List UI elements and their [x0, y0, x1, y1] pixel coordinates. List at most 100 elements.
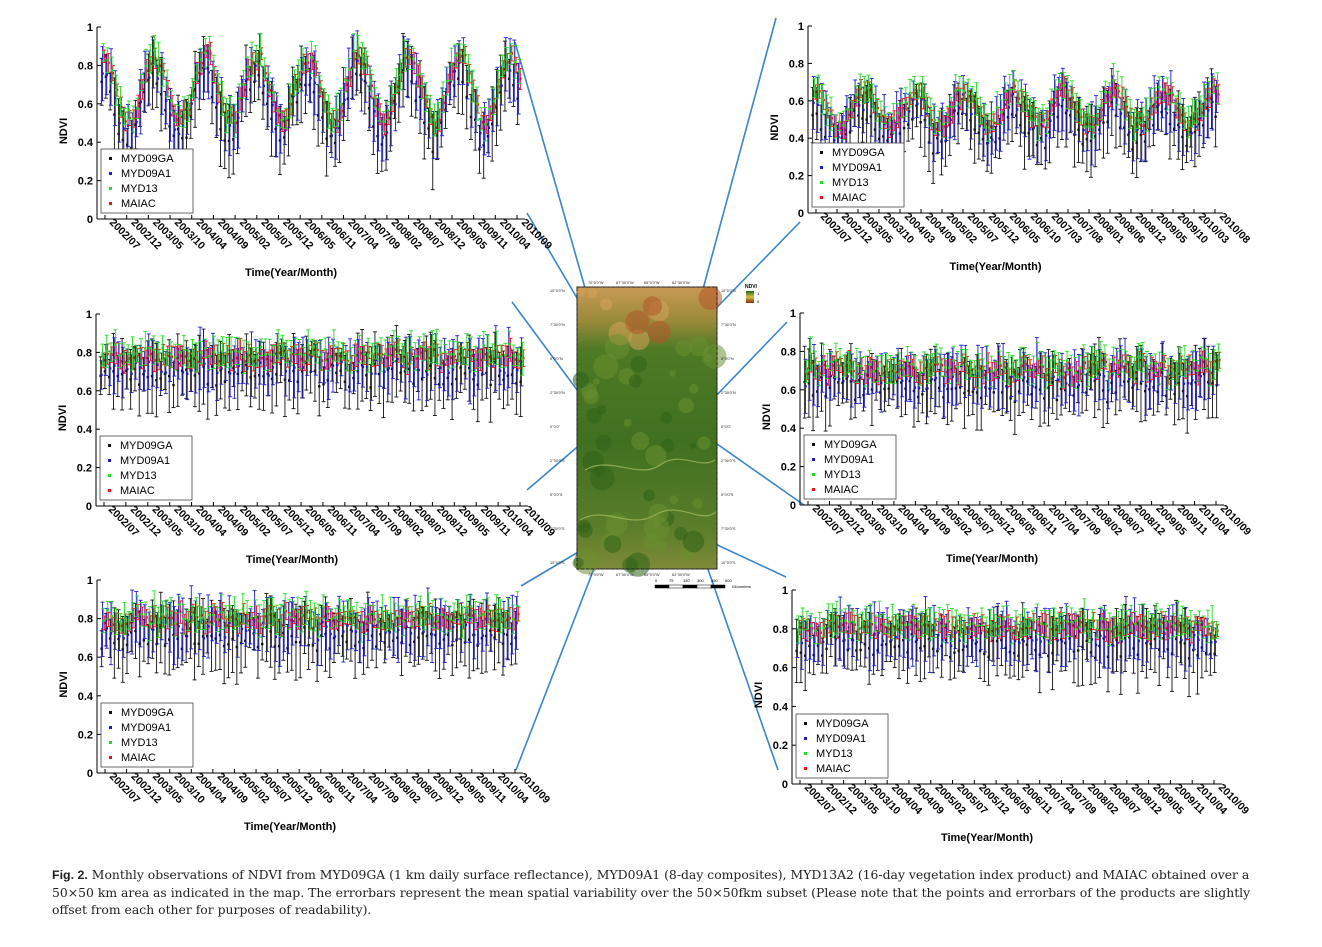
data-point — [155, 378, 158, 382]
data-point — [427, 127, 430, 130]
data-point — [503, 74, 507, 78]
data-point — [1053, 101, 1056, 104]
data-point — [277, 114, 280, 117]
data-point — [204, 347, 207, 350]
data-point — [1100, 108, 1104, 112]
map-texture — [572, 371, 590, 388]
data-point — [1093, 135, 1097, 138]
data-point — [376, 353, 379, 356]
data-point — [435, 134, 439, 137]
data-point — [490, 364, 493, 368]
data-point — [192, 89, 195, 92]
data-point — [135, 352, 138, 355]
data-point — [100, 373, 103, 377]
data-point — [161, 346, 164, 350]
data-point — [1066, 90, 1070, 94]
data-point — [121, 138, 125, 142]
data-point — [114, 97, 117, 100]
data-point — [917, 89, 920, 93]
data-point — [1074, 117, 1077, 120]
data-point — [278, 139, 282, 142]
data-point — [173, 360, 176, 363]
data-point — [852, 109, 856, 112]
data-point — [109, 350, 113, 354]
data-point — [230, 113, 233, 117]
data-point — [413, 367, 416, 370]
data-point — [482, 144, 485, 147]
data-point — [292, 369, 295, 373]
data-point — [220, 107, 223, 111]
data-point — [206, 383, 209, 386]
data-point — [1007, 106, 1011, 109]
data-point — [950, 105, 953, 109]
data-point — [250, 363, 253, 366]
data-point — [360, 78, 363, 81]
data-point — [359, 352, 362, 355]
data-point — [977, 131, 981, 135]
data-point — [511, 366, 515, 370]
data-point — [122, 352, 126, 356]
data-point — [390, 94, 394, 98]
legend-label: MAIAC — [121, 198, 156, 210]
data-point — [306, 344, 310, 347]
river-line — [584, 458, 716, 471]
data-point — [283, 378, 287, 381]
data-point — [378, 364, 382, 368]
data-point — [187, 359, 191, 363]
data-point — [198, 357, 202, 360]
data-point — [924, 112, 927, 116]
data-point — [113, 113, 116, 116]
data-point — [981, 137, 985, 141]
data-point — [1206, 106, 1209, 109]
data-point — [404, 366, 408, 370]
data-point — [228, 372, 232, 375]
data-point — [178, 351, 181, 354]
data-point — [298, 78, 301, 81]
data-point — [825, 109, 829, 112]
data-point — [1117, 90, 1120, 93]
data-point — [1036, 136, 1040, 140]
data-point — [519, 380, 522, 384]
data-point — [456, 362, 459, 365]
data-point — [117, 360, 120, 363]
data-point — [252, 360, 255, 363]
data-point — [119, 360, 122, 363]
data-point — [854, 93, 858, 96]
data-point — [237, 116, 240, 119]
data-point — [260, 356, 264, 360]
data-point — [506, 61, 509, 64]
data-point — [335, 108, 339, 112]
data-point — [125, 143, 129, 146]
map-bottom-coord: 62°30'0"W — [672, 573, 690, 577]
data-point — [468, 72, 471, 75]
data-point — [295, 100, 299, 104]
data-point — [842, 124, 845, 127]
data-point — [425, 369, 428, 373]
data-point — [489, 383, 492, 387]
data-point — [1004, 90, 1007, 93]
data-point — [192, 357, 195, 360]
data-point — [407, 56, 411, 59]
data-point — [348, 68, 351, 71]
data-point — [230, 359, 234, 362]
data-point — [235, 356, 238, 360]
data-point — [1124, 103, 1128, 106]
data-point — [1140, 130, 1143, 133]
map-bottom-coord: 70°0'0"W — [588, 573, 604, 577]
data-point — [432, 133, 435, 137]
data-point — [309, 76, 312, 80]
data-point — [463, 53, 467, 57]
data-point — [385, 356, 388, 360]
data-point — [241, 94, 244, 97]
data-point — [896, 111, 899, 115]
data-point — [344, 366, 348, 369]
data-point — [221, 349, 224, 353]
data-point — [1163, 91, 1166, 94]
data-point — [849, 111, 853, 115]
data-point — [313, 81, 316, 85]
series-myd09a1 — [99, 325, 524, 405]
data-point — [514, 63, 518, 66]
data-point — [169, 113, 172, 116]
series-myd13 — [100, 328, 525, 376]
data-point — [1110, 100, 1113, 104]
